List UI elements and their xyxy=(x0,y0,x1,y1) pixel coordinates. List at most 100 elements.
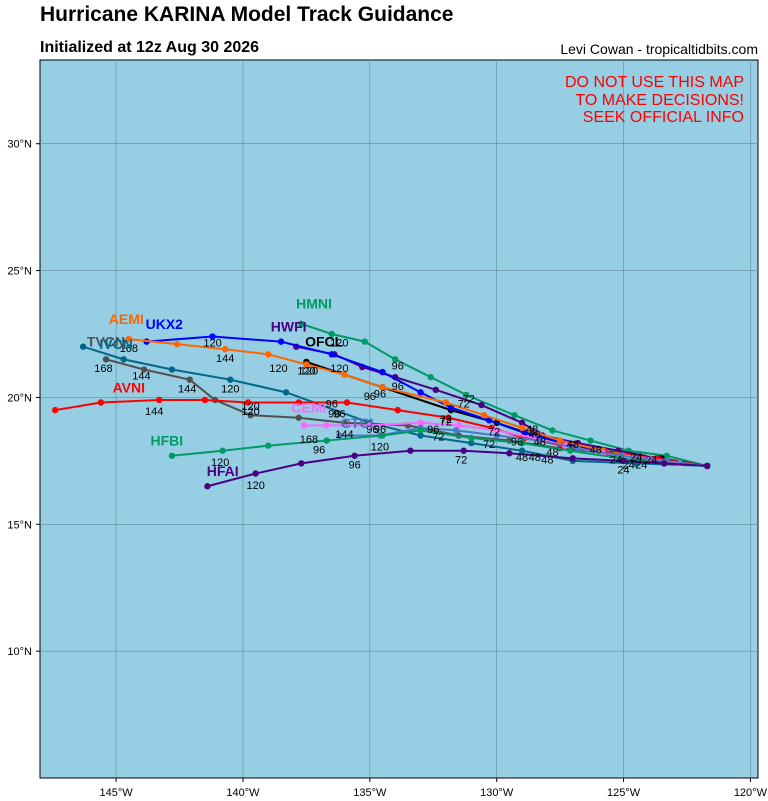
model-label-aemi: AEMI xyxy=(109,311,144,327)
lat-tick-label: 25°N xyxy=(7,266,32,278)
track-point-avni xyxy=(156,396,163,404)
model-label-avni: AVNI xyxy=(113,379,145,395)
hour-label-avni: 96 xyxy=(326,399,338,411)
lat-tick-label: 10°N xyxy=(7,646,32,658)
track-point-aemi xyxy=(341,371,348,378)
track-point-avni xyxy=(394,406,401,414)
track-point-avni xyxy=(52,406,59,414)
track-point-ivcn xyxy=(468,439,475,447)
hour-label-aemi: 168 xyxy=(120,343,138,355)
track-point-hfai xyxy=(407,447,414,454)
hour-label: 24 xyxy=(645,454,657,466)
hour-label-tvcn: 96 xyxy=(333,409,345,421)
lat-tick-label: 15°N xyxy=(7,519,32,531)
track-point-ukx2 xyxy=(328,351,335,358)
warning-line-1: DO NOT USE THIS MAP xyxy=(565,74,744,91)
track-point-aemi xyxy=(125,335,132,343)
forecast-hour-labels: 7296120961207296120120144120168729612014… xyxy=(94,338,657,492)
hour-label-hfbi: 96 xyxy=(313,444,325,456)
model-label-hfai: HFAI xyxy=(207,463,239,479)
track-point-ivcn xyxy=(120,356,127,363)
track-point-aemi xyxy=(442,399,450,406)
track-line-hwfi xyxy=(296,345,708,467)
lon-tick-label: 145°W xyxy=(100,787,134,799)
hour-label-avni: 120 xyxy=(241,406,259,418)
track-point-cemi xyxy=(417,419,424,427)
hour-label-hwfi: 96 xyxy=(392,381,404,393)
init-time: Initialized at 12z Aug 30 2026 xyxy=(40,39,260,56)
hour-label-hfbi: 120 xyxy=(211,457,229,469)
model-label-ofcl: OFCL xyxy=(305,334,344,350)
track-point-ukx2 xyxy=(379,368,386,376)
track-point-tvcn xyxy=(102,356,110,363)
hour-label: 24 xyxy=(617,465,629,477)
model-label-hfbi: HFBI xyxy=(151,433,184,449)
hour-label-ukx2: 96 xyxy=(392,361,404,373)
hour-label-avni: 144 xyxy=(145,406,163,418)
track-point-aemi xyxy=(480,411,488,419)
track-point-cemi xyxy=(300,422,308,429)
hour-label: 48 xyxy=(529,429,541,441)
hour-label-ivcn: 96 xyxy=(374,424,386,436)
track-point-avni xyxy=(445,414,452,421)
track-point-aemi xyxy=(518,424,526,432)
hour-label: 96 xyxy=(427,424,439,436)
track-point-ukx2 xyxy=(277,338,285,345)
track-point-ctci xyxy=(336,432,343,439)
track-point-avni xyxy=(343,399,351,406)
track-point-hmni xyxy=(298,320,305,328)
track-point-hfai xyxy=(204,483,211,490)
track-point-hwfi xyxy=(478,401,485,409)
model-label-ivcn: IVCN xyxy=(99,336,132,352)
track-hfai xyxy=(204,447,711,490)
track-point-hmni xyxy=(587,437,594,444)
map-title: Hurricane KARINA Model Track Guidance xyxy=(40,3,454,26)
warning-line-2: TO MAKE DECISIONS! xyxy=(575,92,744,109)
hour-label-ukx2: 120 xyxy=(330,338,348,350)
lon-tick-label: 135°W xyxy=(353,787,387,799)
track-point-hmni xyxy=(511,411,518,419)
hour-label-hfai: 96 xyxy=(348,459,360,471)
track-point-avni xyxy=(201,396,209,404)
hour-label: 24 xyxy=(610,454,622,466)
track-point-ctci xyxy=(452,427,460,434)
track-point-hmni xyxy=(663,452,670,459)
track-point-hfbi xyxy=(518,439,526,447)
track-point-ivcn xyxy=(518,447,526,454)
credit-line: Levi Cowan - tropicaltidbits.com xyxy=(560,41,758,57)
tick-labels: 145°W 140°W 135°W 130°W 125°W 120°W 10°N 15°N 20… xyxy=(7,139,767,799)
hour-label-ukx2: 72 xyxy=(463,394,475,406)
hour-label-ofcl: 96 xyxy=(374,388,386,400)
track-point-aemi xyxy=(265,351,272,358)
track-point-hmni xyxy=(427,373,434,381)
track-point-hfai xyxy=(506,450,513,457)
track-line-ctci xyxy=(339,426,708,467)
hour-label-ofcl: 120 xyxy=(300,366,318,378)
track-point-ivcn xyxy=(79,343,87,350)
hour-label-tvcn: 144 xyxy=(178,383,196,395)
track-line-hfbi xyxy=(171,429,708,467)
track-point-hfbi xyxy=(468,434,475,442)
hour-label: 48 xyxy=(526,424,538,436)
track-point-tvcn xyxy=(186,376,193,383)
track-point-cemi xyxy=(455,422,462,429)
track-line-aemi xyxy=(128,338,708,467)
track-point-ukx2 xyxy=(485,417,493,424)
track-point-tvcn xyxy=(295,414,302,421)
track-point-avni xyxy=(295,399,302,406)
track-aemi xyxy=(125,335,711,470)
gridlines xyxy=(36,60,758,782)
track-point-ukx2 xyxy=(521,429,528,437)
track-point-hfai xyxy=(298,460,305,467)
track-point-hfbi xyxy=(417,427,424,434)
track-point-ukx2 xyxy=(447,404,455,411)
hour-label: 48 xyxy=(516,452,528,464)
track-point-aemi xyxy=(556,437,564,444)
hour-label-tvcn: 72 xyxy=(440,416,452,428)
hour-label: 24 xyxy=(635,459,647,471)
track-point-hfbi xyxy=(379,432,386,439)
track-point-hfbi xyxy=(265,442,272,449)
track-point-ctci xyxy=(493,432,500,439)
track-point-ctci xyxy=(536,437,544,444)
